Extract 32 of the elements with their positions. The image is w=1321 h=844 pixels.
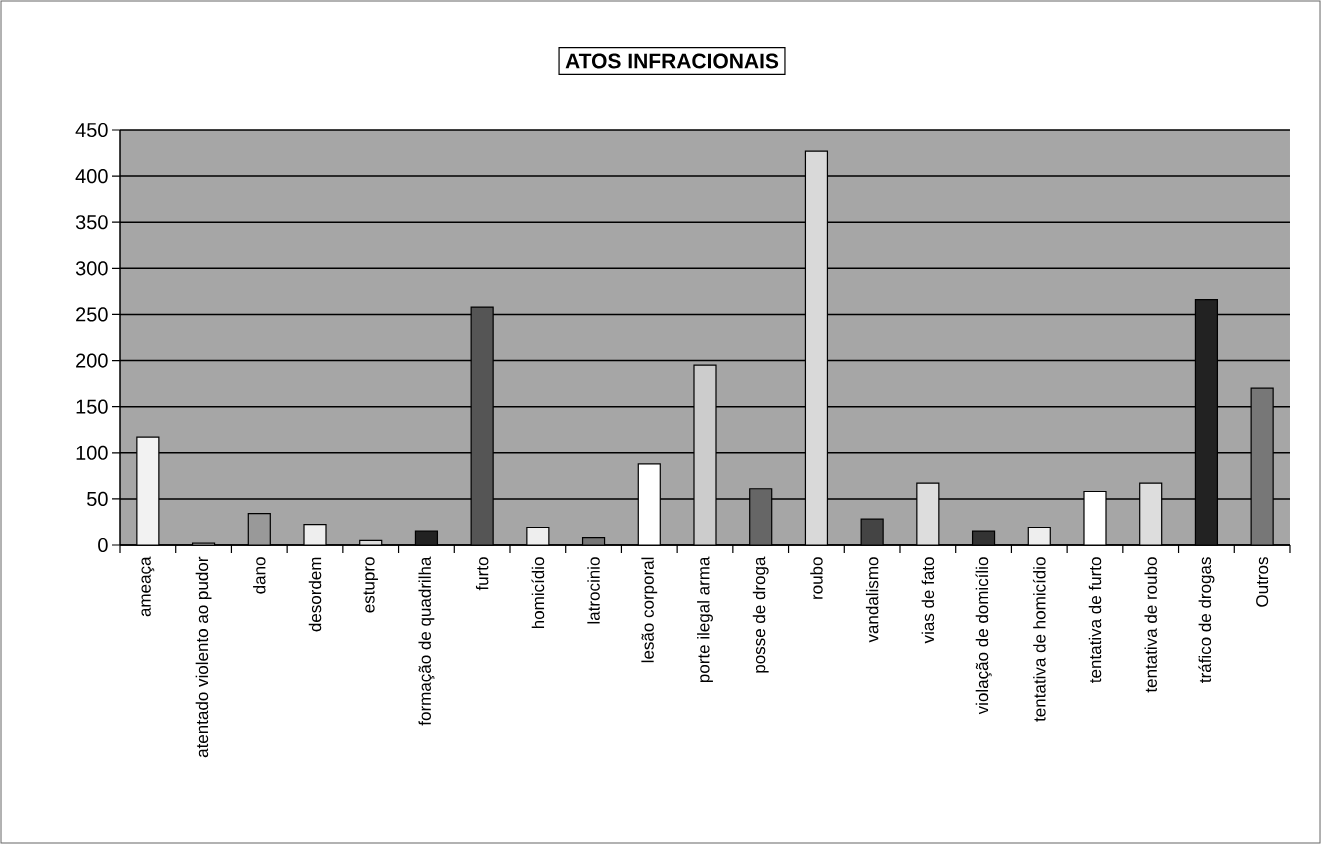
x-tick-label: estupro <box>363 557 378 613</box>
x-tick-label: tentativa de homicídio <box>1032 557 1046 722</box>
x-tick-label: formação de quadrilha <box>418 556 435 726</box>
x-tick-label: dano <box>253 557 266 594</box>
x-tick-label: homicídio <box>531 557 545 629</box>
x-tick-label: vandalismo <box>865 557 879 643</box>
y-tick-label: 100 <box>76 445 108 460</box>
x-tick-label: atentado violento ao pudor <box>195 556 212 758</box>
x-tick-label: latrocinio <box>587 557 600 624</box>
x-tick-label: lesão corporal <box>641 557 658 663</box>
x-tick-label: violação de domicílio <box>975 557 992 715</box>
x-tick-label: desordem <box>308 557 322 632</box>
x-tick-label: tentativa de furto <box>1088 557 1102 683</box>
y-tick-label: 450 <box>75 122 108 138</box>
y-tick-label: 250 <box>76 307 108 322</box>
y-tick-label: 150 <box>76 399 108 414</box>
y-tick-label: 350 <box>75 215 108 230</box>
x-tick-label: Outros <box>1256 557 1269 607</box>
chart-title: ATOS INFRACIONAIS <box>565 53 779 69</box>
x-tick-label: posse de droga <box>752 556 769 673</box>
y-tick-label: 0 <box>98 537 108 553</box>
y-tick-label: 50 <box>87 491 108 506</box>
x-tick-label: tráfico de drogas <box>1198 557 1215 683</box>
x-tick-label: tentativa de roubo <box>1144 557 1157 693</box>
x-tick-label: ameaça <box>141 556 155 617</box>
y-tick-label: 400 <box>75 169 108 184</box>
y-tick-label: 200 <box>76 353 108 368</box>
x-tick-label: furto <box>475 557 489 591</box>
y-tick-label: 300 <box>75 261 108 276</box>
x-tick-label: vias de fato <box>921 557 935 644</box>
x-tick-label: porte ilegal arma <box>697 556 713 683</box>
x-tick-label: roubo <box>810 557 823 599</box>
